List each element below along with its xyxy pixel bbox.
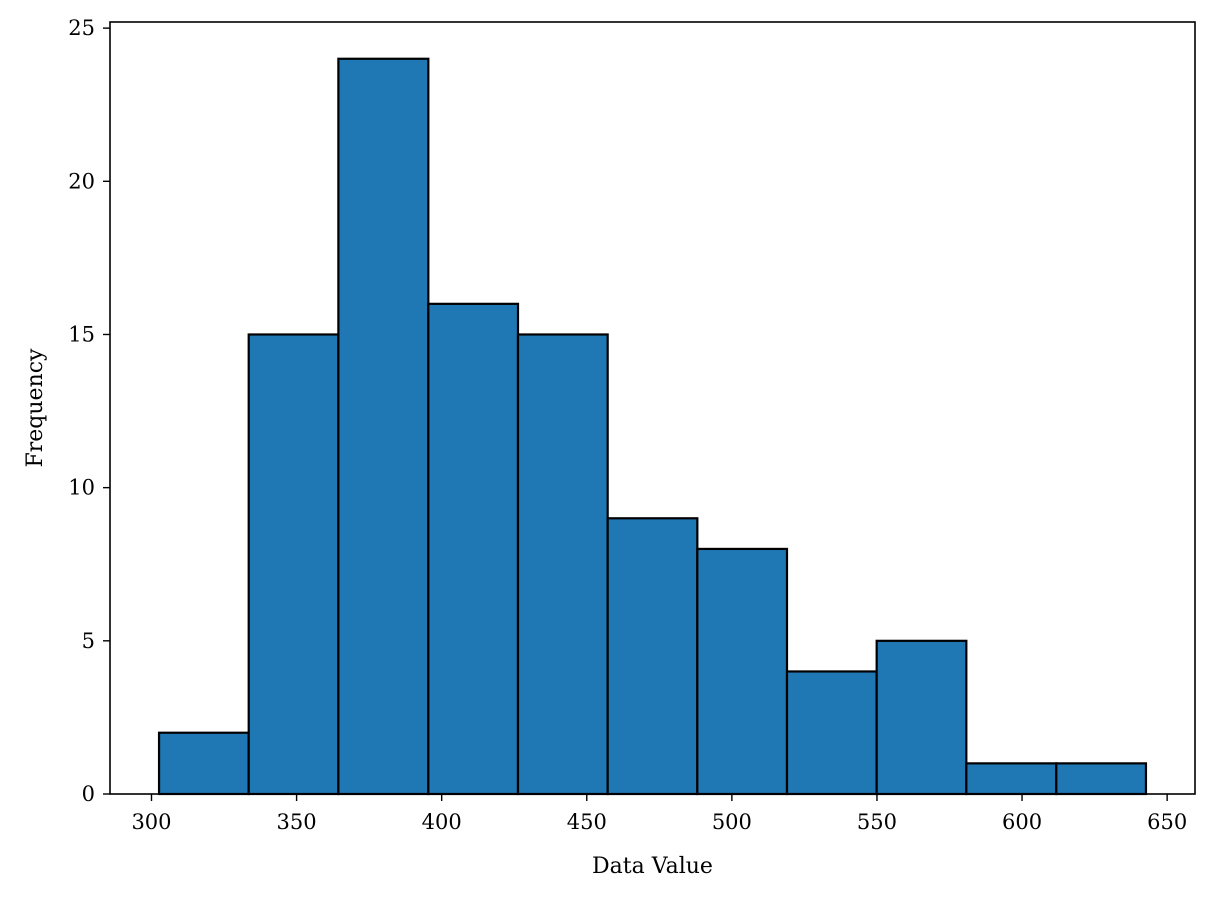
y-tick-label: 20 bbox=[68, 169, 95, 193]
y-tick-label: 15 bbox=[68, 322, 95, 346]
x-axis-label: Data Value bbox=[592, 854, 713, 879]
y-tick-label: 0 bbox=[82, 782, 95, 806]
histogram-bar-1 bbox=[157, 731, 250, 796]
x-tick-label: 500 bbox=[712, 810, 752, 834]
y-tick-label: 10 bbox=[68, 476, 95, 500]
x-tick-label: 400 bbox=[422, 810, 462, 834]
histogram-bar-6 bbox=[606, 517, 699, 796]
x-tick-label: 300 bbox=[131, 810, 171, 834]
histogram-bar-2 bbox=[247, 333, 340, 796]
y-tick-label: 5 bbox=[82, 629, 95, 653]
histogram-bar-5 bbox=[516, 333, 609, 796]
y-axis-ticks: 0 5 10 15 20 25 bbox=[68, 16, 110, 806]
x-tick-label: 550 bbox=[857, 810, 897, 834]
histogram-bar-8 bbox=[785, 670, 878, 796]
bars-group bbox=[157, 57, 1148, 796]
x-tick-label: 450 bbox=[567, 810, 607, 834]
x-axis-ticks: 300 350 400 450 500 550 600 650 bbox=[131, 794, 1187, 834]
y-axis-label: Frequency bbox=[23, 348, 48, 468]
histogram-bar-10 bbox=[965, 762, 1058, 796]
plot-frame bbox=[109, 21, 1196, 795]
histogram-bar-4 bbox=[427, 302, 520, 796]
x-tick-label: 350 bbox=[277, 810, 317, 834]
histogram-bar-7 bbox=[696, 547, 789, 796]
x-tick-label: 600 bbox=[1002, 810, 1042, 834]
x-tick-label: 650 bbox=[1147, 810, 1187, 834]
histogram-bar-9 bbox=[875, 639, 968, 796]
histogram-bar-3 bbox=[337, 57, 430, 796]
y-tick-label: 25 bbox=[68, 16, 95, 40]
histogram-bar-11 bbox=[1055, 762, 1148, 796]
